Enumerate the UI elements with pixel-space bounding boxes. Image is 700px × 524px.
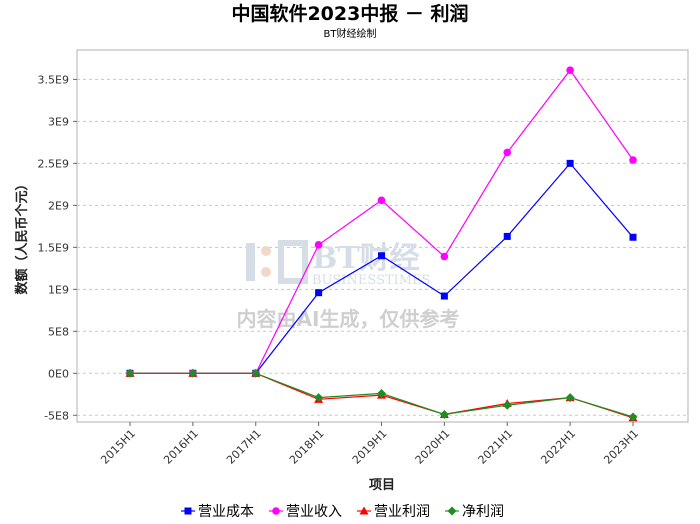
x-tick-label: 2019H1 bbox=[350, 427, 390, 467]
series-3 bbox=[125, 368, 638, 422]
data-point bbox=[440, 292, 448, 300]
watermark-logo-icon bbox=[246, 240, 308, 284]
x-tick-label: 2016H1 bbox=[161, 427, 201, 467]
legend-item: 净利润 bbox=[445, 504, 504, 520]
x-axis-ticks: 2015H1 2016H1 2017H1 2018H1 2019H1 2020H1 2021… bbox=[98, 422, 641, 467]
data-point bbox=[503, 232, 511, 240]
data-point bbox=[314, 393, 324, 403]
legend-item: 营业成本 bbox=[181, 504, 254, 520]
legend-marker-icon bbox=[272, 507, 280, 515]
legend-label: 净利润 bbox=[462, 504, 504, 520]
watermark-logo-text: BT财经 bbox=[312, 241, 420, 276]
y-tick-label: -5E8 bbox=[44, 409, 69, 422]
legend-item: 营业收入 bbox=[269, 504, 342, 520]
data-point bbox=[629, 233, 637, 241]
y-axis-label: 数额（人民币个元） bbox=[14, 177, 30, 294]
legend-marker-icon bbox=[184, 507, 192, 515]
legend: 营业成本 营业收入 营业利润 净利润 bbox=[181, 504, 504, 520]
data-point bbox=[565, 393, 575, 403]
watermark: BT财经 BUSINESSTIMES 内容由AI生成，仅供参考 bbox=[237, 240, 460, 331]
watermark-notice: 内容由AI生成，仅供参考 bbox=[237, 307, 460, 331]
legend-marker-icon bbox=[447, 506, 457, 516]
x-tick-label: 2015H1 bbox=[98, 427, 138, 467]
x-tick-label: 2022H1 bbox=[538, 427, 578, 467]
series-layer bbox=[125, 66, 638, 422]
data-point bbox=[378, 252, 385, 260]
x-tick-label: 2017H1 bbox=[224, 427, 264, 467]
y-tick-label: 1.5E9 bbox=[38, 241, 69, 254]
data-point bbox=[566, 66, 574, 74]
plot-area bbox=[76, 49, 689, 423]
data-point bbox=[629, 156, 637, 164]
y-tick-label: 1E9 bbox=[48, 283, 69, 296]
data-point bbox=[502, 400, 512, 410]
watermark-logo-sub: BUSINESSTIMES bbox=[312, 273, 431, 288]
y-tick-label: 5E8 bbox=[48, 325, 69, 338]
data-point bbox=[251, 368, 261, 378]
legend-label: 营业利润 bbox=[374, 504, 430, 520]
data-point bbox=[628, 412, 638, 422]
data-point bbox=[315, 289, 323, 297]
data-point bbox=[566, 159, 574, 167]
data-point bbox=[377, 388, 386, 398]
data-point bbox=[188, 368, 198, 378]
x-axis-label: 项目 bbox=[369, 478, 395, 493]
chart-subtitle: BT财经绘制 bbox=[324, 27, 377, 40]
data-point bbox=[377, 196, 386, 205]
data-point bbox=[440, 252, 449, 261]
legend-label: 营业收入 bbox=[286, 504, 342, 520]
x-tick-label: 2020H1 bbox=[413, 427, 453, 467]
y-tick-label: 2E9 bbox=[48, 199, 69, 212]
data-point bbox=[125, 368, 135, 378]
data-point bbox=[439, 409, 449, 419]
data-point bbox=[503, 148, 512, 157]
x-tick-label: 2018H1 bbox=[287, 427, 327, 467]
legend-item: 营业利润 bbox=[357, 504, 430, 520]
legend-label: 营业成本 bbox=[198, 504, 254, 520]
y-axis-ticks: -5E8 0E0 5E8 1E9 1.5E9 2E9 2.5E9 3E9 3.5E9 bbox=[38, 73, 77, 422]
y-tick-label: 2.5E9 bbox=[38, 157, 69, 170]
y-tick-label: 3.5E9 bbox=[38, 73, 69, 86]
y-tick-label: 3E9 bbox=[48, 115, 69, 128]
x-tick-label: 2021H1 bbox=[476, 427, 516, 467]
chart-title: 中国软件2023中报 － 利润 bbox=[231, 2, 468, 25]
legend-marker-icon bbox=[359, 506, 369, 515]
x-tick-label: 2023H1 bbox=[601, 427, 641, 467]
y-tick-label: 0E0 bbox=[48, 367, 69, 380]
data-point bbox=[314, 241, 323, 249]
